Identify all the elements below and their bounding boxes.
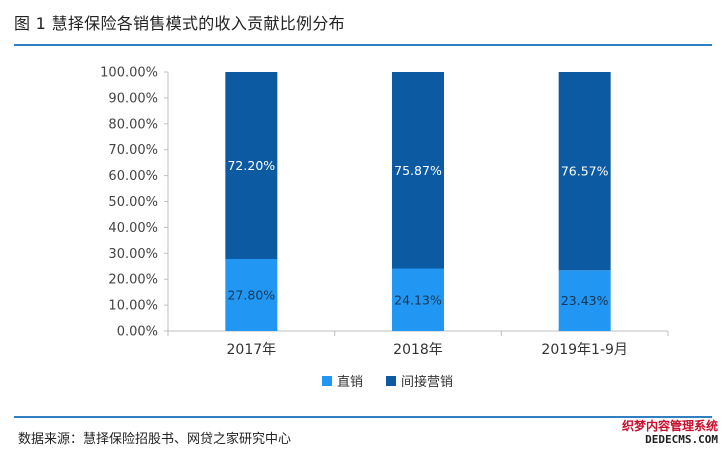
y-tick-label: 100.00% (100, 66, 158, 81)
data-source-note: 数据来源：慧择保险招股书、网贷之家研究中心 (18, 432, 292, 447)
legend-label-direct: 直销 (337, 375, 363, 390)
watermark-line-2: DEDECMS.COM (645, 433, 718, 446)
data-label-indirect: 76.57% (561, 164, 609, 179)
stacked-bar-chart: 0.00% 10.00% 20.00% 30.00% 40.00% 50.00% 60.00… (100, 66, 669, 390)
x-tick-label: 2019年1-9月 (541, 342, 628, 358)
bar-indirect (558, 72, 611, 271)
chart-title: 图 1 慧择保险各销售模式的收入贡献比例分布 (14, 14, 345, 33)
y-tick-label: 50.00% (108, 195, 158, 210)
data-label-indirect: 72.20% (227, 158, 275, 173)
bar-indirect (392, 72, 444, 269)
bar-direct (225, 258, 278, 331)
data-label-indirect: 75.87% (394, 163, 442, 178)
bar-indirect (225, 72, 278, 259)
watermark-line-1: 织梦内容管理系统 (621, 419, 718, 433)
x-tick-label: 2017年 (227, 342, 277, 358)
y-tick-label: 0.00% (117, 325, 158, 340)
legend-swatch-direct (322, 376, 332, 386)
x-tick-label: 2018年 (393, 342, 443, 358)
y-tick-label: 20.00% (108, 273, 158, 288)
top-divider (14, 44, 712, 46)
data-label-direct: 27.80% (227, 287, 275, 302)
y-tick-label: 60.00% (108, 169, 158, 184)
bottom-divider (14, 416, 712, 418)
data-label-direct: 23.43% (561, 293, 609, 308)
data-label-direct: 24.13% (394, 292, 442, 307)
y-tick-label: 40.00% (108, 221, 158, 236)
y-tick-label: 90.00% (108, 91, 158, 106)
legend-swatch-indirect (386, 376, 396, 386)
y-tick-label: 70.00% (108, 143, 158, 158)
bar-direct (392, 268, 444, 331)
y-tick-label: 30.00% (108, 247, 158, 262)
watermark: 织梦内容管理系统 DEDECMS.COM (621, 419, 718, 447)
y-tick-label: 10.00% (108, 299, 158, 314)
y-tick-label: 80.00% (108, 117, 158, 132)
legend-label-indirect: 间接营销 (401, 374, 453, 390)
bar-direct (558, 270, 611, 331)
